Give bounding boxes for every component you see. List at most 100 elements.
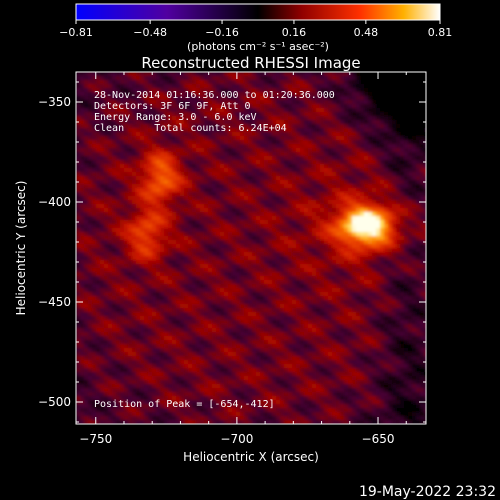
heatmap-cell: [160, 260, 165, 265]
heatmap-cell: [408, 88, 413, 93]
heatmap-cell: [152, 92, 157, 97]
heatmap-cell: [376, 216, 381, 221]
heatmap-cell: [144, 132, 149, 137]
heatmap-cell: [292, 172, 297, 177]
heatmap-cell: [216, 264, 221, 269]
heatmap-cell: [384, 244, 389, 249]
heatmap-cell: [340, 88, 345, 93]
heatmap-cell: [316, 120, 321, 125]
heatmap-cell: [228, 196, 233, 201]
heatmap-cell: [360, 224, 365, 229]
heatmap-cell: [408, 172, 413, 177]
heatmap-cell: [92, 188, 97, 193]
heatmap-cell: [360, 84, 365, 89]
heatmap-cell: [164, 188, 169, 193]
heatmap-cell: [352, 244, 357, 249]
heatmap-cell: [156, 160, 161, 165]
heatmap-cell: [248, 92, 253, 97]
heatmap-cell: [144, 168, 149, 173]
heatmap-cell: [104, 256, 109, 261]
heatmap-cell: [164, 152, 169, 157]
heatmap-cell: [272, 264, 277, 269]
heatmap-cell: [256, 292, 261, 297]
heatmap-cell: [188, 276, 193, 281]
heatmap-cell: [164, 288, 169, 293]
heatmap-cell: [212, 76, 217, 81]
heatmap-cell: [332, 84, 337, 89]
heatmap-cell: [268, 228, 273, 233]
heatmap-cell: [316, 176, 321, 181]
heatmap-cell: [128, 168, 133, 173]
heatmap-cell: [256, 116, 261, 121]
heatmap-cell: [364, 260, 369, 265]
heatmap-cell: [204, 96, 209, 101]
heatmap-cell: [268, 100, 273, 105]
heatmap-cell: [208, 180, 213, 185]
heatmap-cell: [120, 168, 125, 173]
heatmap-cell: [156, 116, 161, 121]
heatmap-cell: [112, 148, 117, 153]
heatmap-cell: [256, 224, 261, 229]
heatmap-cell: [268, 232, 273, 237]
heatmap-cell: [192, 200, 197, 205]
heatmap-cell: [180, 276, 185, 281]
heatmap-cell: [264, 232, 269, 237]
heatmap-cell: [332, 252, 337, 257]
heatmap-cell: [272, 244, 277, 249]
heatmap-cell: [352, 212, 357, 217]
heatmap-cell: [320, 76, 325, 81]
heatmap-cell: [112, 108, 117, 113]
heatmap-cell: [208, 248, 213, 253]
heatmap-cell: [396, 172, 401, 177]
heatmap-cell: [244, 272, 249, 277]
heatmap-cell: [344, 240, 349, 245]
heatmap-cell: [176, 204, 181, 209]
heatmap-cell: [396, 176, 401, 181]
heatmap-cell: [104, 116, 109, 121]
heatmap-cell: [332, 132, 337, 137]
heatmap-cell: [92, 280, 97, 285]
heatmap-cell: [252, 264, 257, 269]
heatmap-cell: [124, 272, 129, 277]
heatmap-cell: [336, 96, 341, 101]
heatmap-cell: [200, 200, 205, 205]
heatmap-cell: [224, 100, 229, 105]
heatmap-cell: [144, 184, 149, 189]
heatmap-cell: [84, 268, 89, 273]
heatmap-cell: [408, 148, 413, 153]
heatmap-cell: [368, 92, 373, 97]
heatmap-cell: [176, 136, 181, 141]
heatmap-cell: [236, 156, 241, 161]
heatmap-cell: [368, 224, 373, 229]
heatmap-cell: [216, 148, 221, 153]
heatmap-cell: [112, 176, 117, 181]
heatmap-cell: [160, 88, 165, 93]
heatmap-cell: [416, 124, 421, 129]
heatmap-cell: [296, 268, 301, 273]
heatmap-cell: [172, 280, 177, 285]
heatmap-cell: [336, 248, 341, 253]
heatmap-cell: [320, 212, 325, 217]
heatmap-cell: [404, 284, 409, 289]
heatmap-cell: [100, 104, 105, 109]
heatmap-cell: [416, 272, 421, 277]
heatmap-cell: [236, 272, 241, 277]
heatmap-cell: [276, 208, 281, 213]
heatmap-cell: [324, 156, 329, 161]
heatmap-cell: [296, 288, 301, 293]
heatmap-cell: [140, 96, 145, 101]
heatmap-cell: [240, 84, 245, 89]
heatmap-cell: [104, 96, 109, 101]
heatmap-cell: [284, 232, 289, 237]
heatmap-cell: [224, 84, 229, 89]
heatmap-cell: [248, 152, 253, 157]
heatmap-cell: [292, 244, 297, 249]
heatmap-cell: [240, 112, 245, 117]
heatmap-cell: [96, 208, 101, 213]
heatmap-cell: [408, 212, 413, 217]
heatmap-cell: [352, 108, 357, 113]
heatmap-cell: [96, 192, 101, 197]
heatmap-cell: [264, 112, 269, 117]
heatmap-cell: [240, 116, 245, 121]
heatmap-cell: [368, 256, 373, 261]
